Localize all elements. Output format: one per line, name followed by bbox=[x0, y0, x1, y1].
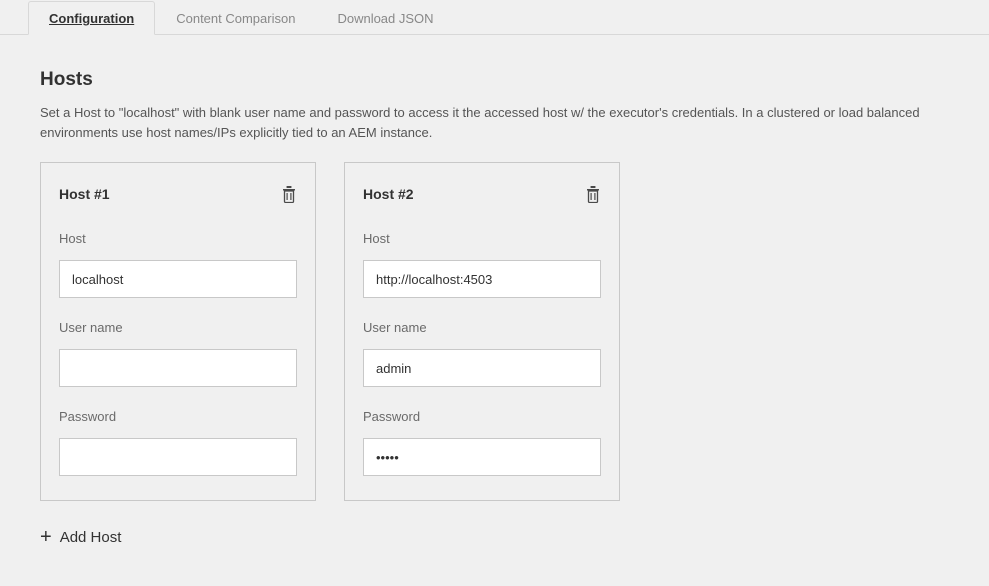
username-label: User name bbox=[59, 320, 297, 335]
add-host-label: Add Host bbox=[60, 529, 122, 546]
section-title: Hosts bbox=[40, 69, 949, 91]
host-input[interactable] bbox=[59, 260, 297, 298]
field-group-username: User name bbox=[59, 320, 297, 387]
host-label: Host bbox=[363, 231, 601, 246]
host-input[interactable] bbox=[363, 260, 601, 298]
tab-configuration[interactable]: Configuration bbox=[28, 1, 155, 35]
tab-bar: Configuration Content Comparison Downloa… bbox=[0, 0, 989, 35]
trash-icon[interactable] bbox=[281, 185, 297, 203]
field-group-host: Host bbox=[59, 231, 297, 298]
username-label: User name bbox=[363, 320, 601, 335]
username-input[interactable] bbox=[59, 349, 297, 387]
host-card-1: Host #1 Host User name bbox=[40, 162, 316, 501]
trash-icon[interactable] bbox=[585, 185, 601, 203]
field-group-host: Host bbox=[363, 231, 601, 298]
host-cards-container: Host #1 Host User name bbox=[40, 162, 949, 501]
host-card-header: Host #1 bbox=[59, 185, 297, 203]
password-label: Password bbox=[363, 409, 601, 424]
password-input[interactable] bbox=[363, 438, 601, 476]
password-label: Password bbox=[59, 409, 297, 424]
password-input[interactable] bbox=[59, 438, 297, 476]
plus-icon: + bbox=[40, 527, 52, 547]
host-card-title: Host #2 bbox=[363, 186, 414, 202]
host-card-title: Host #1 bbox=[59, 186, 110, 202]
username-input[interactable] bbox=[363, 349, 601, 387]
host-card-2: Host #2 Host User name bbox=[344, 162, 620, 501]
add-host-button[interactable]: + Add Host bbox=[40, 527, 121, 547]
tab-download-json[interactable]: Download JSON bbox=[316, 1, 454, 35]
content-area: Hosts Set a Host to "localhost" with bla… bbox=[0, 35, 989, 568]
host-label: Host bbox=[59, 231, 297, 246]
field-group-password: Password bbox=[59, 409, 297, 476]
section-description: Set a Host to "localhost" with blank use… bbox=[40, 103, 940, 142]
tab-content-comparison[interactable]: Content Comparison bbox=[155, 1, 316, 35]
field-group-password: Password bbox=[363, 409, 601, 476]
host-card-header: Host #2 bbox=[363, 185, 601, 203]
field-group-username: User name bbox=[363, 320, 601, 387]
